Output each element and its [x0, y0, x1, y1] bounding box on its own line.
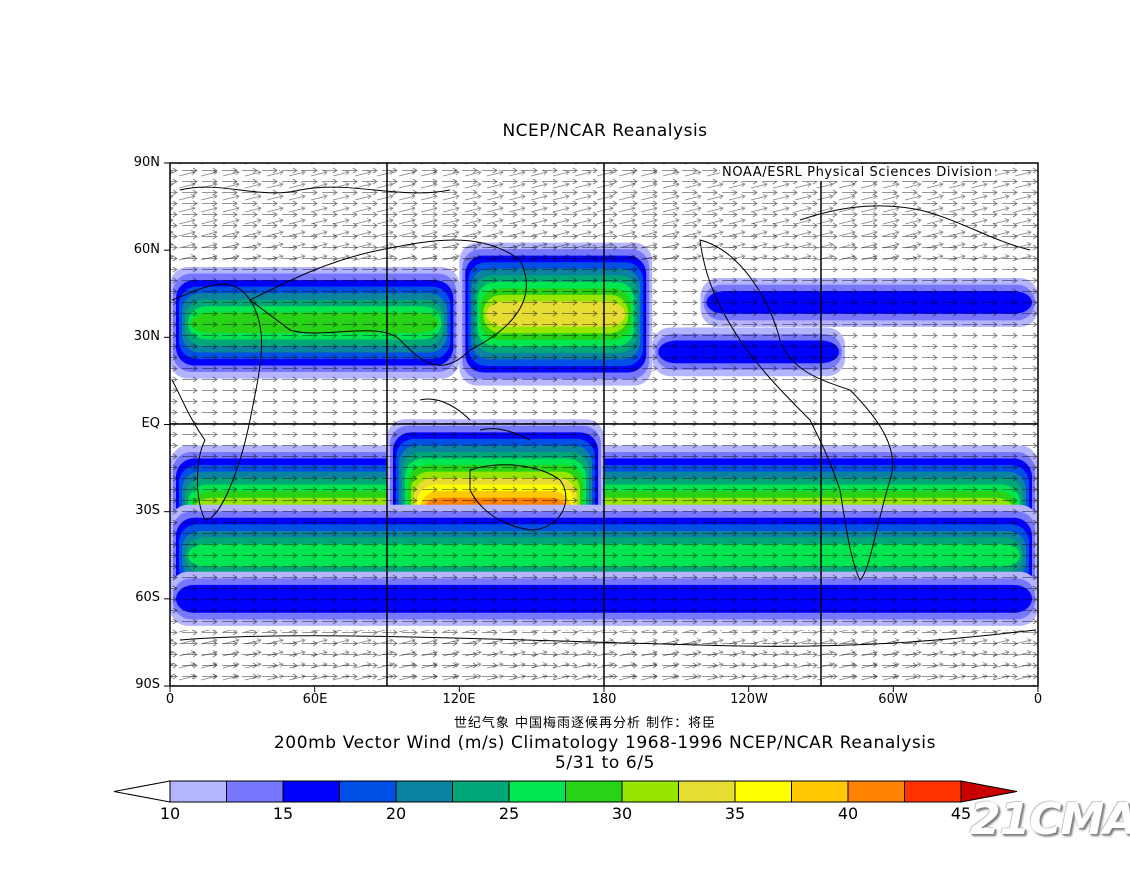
x-label-0: 0 — [165, 692, 175, 707]
y-label-30n: 30N — [133, 329, 160, 344]
x-label-60e: 60E — [302, 692, 328, 707]
colorbar-swatch — [791, 780, 849, 803]
colorbar-swatch — [395, 780, 453, 803]
y-label-60n: 60N — [133, 242, 160, 257]
colorbar-swatch — [621, 780, 679, 803]
colorbar-swatch — [734, 780, 792, 803]
y-label-eq: EQ — [141, 416, 160, 431]
grid-lines — [170, 163, 1038, 686]
x-label-120e: 120E — [442, 692, 476, 707]
colorbar-swatch — [169, 780, 227, 803]
y-label-90n: 90N — [133, 155, 160, 170]
colorbar-swatch — [847, 780, 905, 803]
y-label-30s: 30S — [135, 503, 160, 518]
colorbar-label-30: 30 — [611, 804, 633, 823]
colorbar-swatch — [282, 780, 340, 803]
colorbar-label-20: 20 — [385, 804, 407, 823]
colorbar-swatch — [904, 780, 962, 803]
colorbar-swatch — [508, 780, 566, 803]
x-label-180: 180 — [591, 692, 617, 707]
colorbar-label-35: 35 — [724, 804, 746, 823]
colorbar-left-arrow — [113, 780, 171, 803]
colorbar-swatch — [339, 780, 397, 803]
colorbar-right-arrow — [960, 780, 1018, 803]
colorbar — [113, 780, 1018, 803]
colorbar-label-40: 40 — [837, 804, 859, 823]
axis-ticks — [164, 162, 1039, 692]
x-label-60w: 60W — [878, 692, 908, 707]
watermark-logo: 21CMA — [970, 794, 1130, 845]
colorbar-swatch — [565, 780, 623, 803]
y-label-90s: 90S — [135, 677, 160, 692]
source-note: 世纪气象 中国梅雨逐候再分析 制作：将臣 — [453, 716, 717, 731]
date-range: 5/31 to 6/5 — [554, 753, 655, 773]
colorbar-label-45: 45 — [950, 804, 972, 823]
colorbar-label-15: 15 — [272, 804, 294, 823]
colorbar-swatch — [226, 780, 284, 803]
x-label-120w: 120W — [730, 692, 768, 707]
y-label-60s: 60S — [135, 590, 160, 605]
main-title: 200mb Vector Wind (m/s) Climatology 1968… — [273, 733, 937, 753]
plot-title: NCEP/NCAR Reanalysis — [502, 121, 708, 141]
credit-text: NOAA/ESRL Physical Sciences Division — [720, 164, 995, 181]
colorbar-swatch — [678, 780, 736, 803]
colorbar-swatch — [452, 780, 510, 803]
colorbar-label-25: 25 — [498, 804, 520, 823]
colorbar-label-10: 10 — [159, 804, 181, 823]
x-label-0-end: 0 — [1033, 692, 1043, 707]
